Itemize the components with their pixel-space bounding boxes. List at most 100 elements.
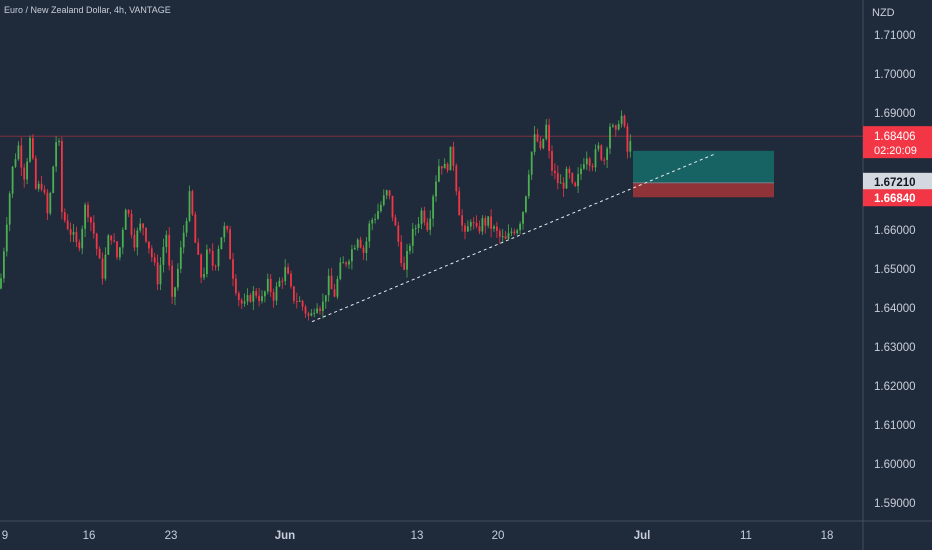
candle-body <box>52 166 55 193</box>
candle-body <box>281 280 284 282</box>
candle-series <box>0 110 632 321</box>
candle-body <box>232 259 234 279</box>
candle-body <box>438 166 440 182</box>
candle-body <box>380 204 382 212</box>
time-tick-label: 18 <box>821 530 834 542</box>
symbol-title[interactable]: Euro / New Zealand Dollar, 4h, VANTAGE <box>4 5 171 15</box>
candle-body <box>478 226 481 232</box>
time-tick-label: 11 <box>740 530 752 542</box>
candle-body <box>600 145 603 160</box>
currency-label: NZD <box>872 7 895 19</box>
candle-body <box>356 239 359 248</box>
candle-body <box>516 230 519 234</box>
candle-body <box>612 125 614 127</box>
long-position-tool <box>633 150 774 198</box>
candle-body <box>351 249 353 262</box>
candle-body <box>104 254 107 279</box>
stop-price-label: 1.66840 <box>874 193 916 205</box>
candle-body <box>139 223 142 231</box>
candle-body <box>339 262 342 280</box>
candle-body <box>455 165 458 192</box>
candle-body <box>174 287 176 297</box>
candle-body <box>148 241 150 249</box>
candle-body <box>63 212 66 221</box>
candle-body <box>261 296 263 302</box>
candle-body <box>208 249 211 251</box>
candle-body <box>290 273 292 287</box>
candle-body <box>69 229 72 235</box>
candle-body <box>182 232 185 248</box>
time-tick-label: 16 <box>83 530 96 542</box>
candle-body <box>226 226 229 230</box>
candle-body <box>37 183 40 189</box>
candle-body <box>522 212 524 224</box>
price-tick-label: 1.71000 <box>874 30 916 42</box>
candle-body <box>481 218 484 232</box>
candle-body <box>266 278 269 292</box>
candle-body <box>429 218 432 230</box>
candle-body <box>75 232 78 243</box>
candle-body <box>258 295 260 302</box>
candle-body <box>275 286 278 301</box>
trendline-layer <box>311 153 716 323</box>
candle-body <box>107 235 110 255</box>
candle-body <box>345 262 347 265</box>
price-tick-label: 1.70000 <box>874 69 916 81</box>
candle-body <box>110 235 113 241</box>
candle-body <box>359 239 362 248</box>
candle-body <box>55 142 57 167</box>
candle-body <box>507 232 510 239</box>
candle-body <box>310 313 313 316</box>
time-tick-label: 23 <box>165 530 178 542</box>
candle-body <box>388 190 391 196</box>
time-tick-label: 9 <box>2 530 8 542</box>
candle-body <box>20 145 23 168</box>
candle-body <box>150 248 153 258</box>
candle-body <box>536 134 539 142</box>
candle-body <box>400 241 403 264</box>
candle-body <box>330 275 333 290</box>
candle-body <box>255 291 258 296</box>
take-profit-zone[interactable] <box>633 150 774 183</box>
price-tick-label: 1.60000 <box>874 459 916 471</box>
candle-body <box>348 261 350 265</box>
candle-body <box>130 213 133 235</box>
trendline[interactable] <box>311 153 716 323</box>
candle-body <box>362 247 365 253</box>
candle-body <box>594 149 597 168</box>
price-tick-label: 1.59000 <box>874 498 916 510</box>
candle-body <box>98 248 101 259</box>
candle-body <box>133 234 136 248</box>
candle-body <box>197 242 200 255</box>
candle-body <box>385 190 388 196</box>
candle-body <box>414 228 417 230</box>
candle-body <box>469 222 472 227</box>
candle-body <box>11 166 14 194</box>
candle-body <box>542 138 545 149</box>
candle-body <box>498 230 501 237</box>
candle-body <box>426 222 429 230</box>
candle-body <box>382 195 385 205</box>
candle-body <box>371 219 374 224</box>
candle-body <box>597 145 600 150</box>
candle-body <box>525 196 527 213</box>
candle-body <box>377 211 379 219</box>
candle-body <box>293 286 295 302</box>
candle-body <box>0 278 2 289</box>
current-price-label: 1.68406 <box>874 131 916 143</box>
candle-body <box>14 159 17 167</box>
candle-body <box>411 228 414 246</box>
candle-body <box>5 224 8 252</box>
candle-body <box>353 247 356 250</box>
candle-body <box>603 159 606 161</box>
candle-body <box>46 192 49 214</box>
time-tick-label: Jun <box>275 530 295 542</box>
candle-body <box>472 222 475 224</box>
candle-body <box>620 115 623 124</box>
stop-loss-zone[interactable] <box>633 182 774 198</box>
candle-body <box>490 216 492 229</box>
candle-body <box>179 247 182 269</box>
candle-body <box>623 115 626 127</box>
